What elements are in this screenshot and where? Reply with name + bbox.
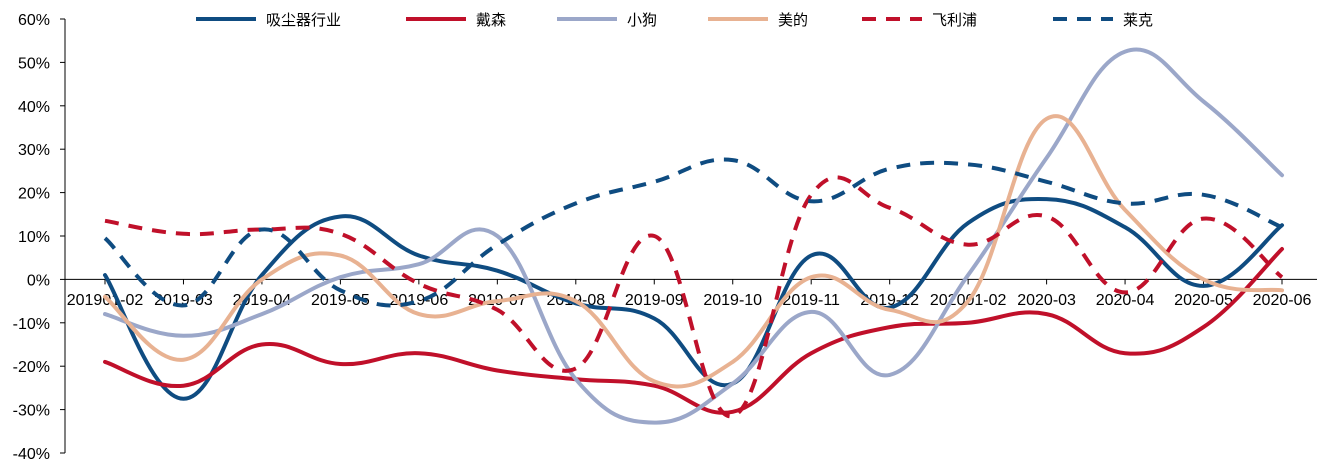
legend-label-4: 美的 bbox=[778, 11, 808, 29]
x-axis: 201901-02 2019-03 2019-04 2019-05 2019-06 201… bbox=[65, 278, 1317, 309]
series-line-1 bbox=[103, 196, 1284, 401]
y-tick-label: 30% bbox=[18, 142, 50, 159]
legend-label-6: 莱克 bbox=[1123, 11, 1153, 29]
x-tick-label: 201901-02 bbox=[67, 292, 144, 309]
legend-label-2: 戴森 bbox=[476, 11, 506, 29]
y-tick-label: 10% bbox=[18, 229, 50, 246]
x-tick-label: 2020-03 bbox=[1017, 292, 1076, 309]
x-tick-label: 2019-11 bbox=[782, 292, 840, 309]
legend: 吸尘器行业 戴森 小狗 美的 飞利浦 莱克 bbox=[196, 11, 1153, 29]
y-tick-label: 20% bbox=[18, 186, 50, 203]
x-tick-label: 2019-03 bbox=[154, 292, 213, 309]
series-group bbox=[103, 47, 1284, 425]
x-tick-label: 2020-06 bbox=[1253, 292, 1312, 309]
x-tick-label: 2019-10 bbox=[703, 292, 762, 309]
y-tick-label: 40% bbox=[18, 99, 50, 116]
x-tick-label: 2020-04 bbox=[1096, 292, 1155, 309]
series-line-5 bbox=[104, 175, 1284, 419]
y-tick-label: -40% bbox=[13, 446, 50, 463]
y-tick-label: -10% bbox=[13, 316, 50, 333]
y-tick-label: -30% bbox=[13, 403, 50, 420]
y-axis: -40% -30% -20% -10% 0% 10% 20% 30% 40% 50% 60% bbox=[13, 12, 66, 463]
legend-label-5: 飞利浦 bbox=[932, 11, 977, 29]
y-tick-label: 60% bbox=[18, 12, 50, 29]
series-line-6 bbox=[103, 157, 1283, 308]
series-line-3 bbox=[103, 47, 1284, 425]
y-tick-label: 50% bbox=[18, 55, 50, 72]
x-tick-label: 2020-05 bbox=[1174, 292, 1233, 309]
x-tick-label: 2019-09 bbox=[625, 292, 684, 309]
y-tick-label: -20% bbox=[13, 359, 50, 376]
legend-label-1: 吸尘器行业 bbox=[266, 11, 341, 29]
y-tick-label: 0% bbox=[27, 272, 50, 289]
legend-label-3: 小狗 bbox=[627, 11, 657, 29]
series-line-2 bbox=[103, 247, 1284, 415]
